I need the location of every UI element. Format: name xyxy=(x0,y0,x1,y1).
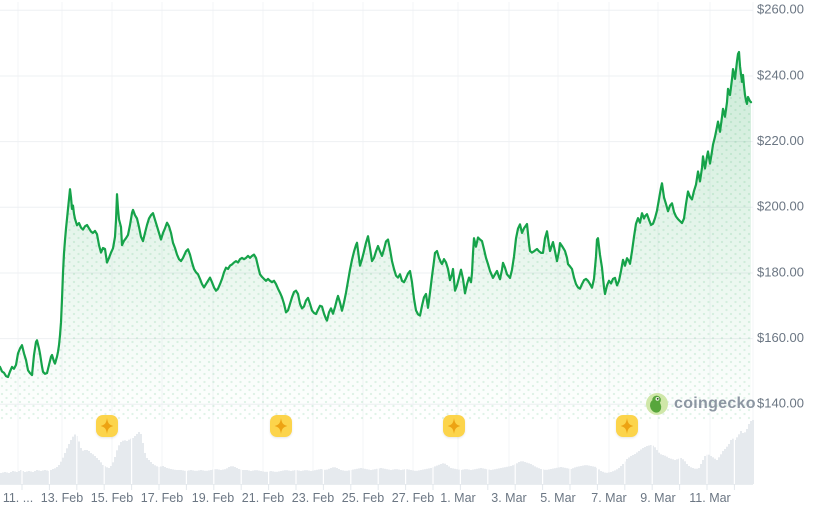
sparkle-star-icon xyxy=(620,418,634,434)
coingecko-wordmark: coingecko xyxy=(674,395,756,412)
x-axis-label: 17. Feb xyxy=(141,491,183,505)
x-axis-label: 25. Feb xyxy=(342,491,384,505)
x-axis-label: 15. Feb xyxy=(91,491,133,505)
event-badge[interactable] xyxy=(96,415,118,437)
y-axis-label: $240.00 xyxy=(757,67,804,82)
x-axis-label: 9. Mar xyxy=(640,491,675,505)
event-badge[interactable] xyxy=(616,415,638,437)
coingecko-watermark[interactable]: coingecko xyxy=(646,392,756,416)
y-axis-label: $260.00 xyxy=(757,2,804,17)
x-axis-label: 11. Mar xyxy=(689,491,730,505)
y-axis-label: $180.00 xyxy=(757,264,804,279)
sparkle-star-icon xyxy=(274,418,288,434)
price-line-series xyxy=(0,50,753,379)
event-badge[interactable] xyxy=(443,415,465,437)
x-axis-label: 19. Feb xyxy=(192,491,234,505)
event-badge[interactable] xyxy=(270,415,292,437)
x-axis-label: 23. Feb xyxy=(292,491,334,505)
price-area-dot-pattern xyxy=(0,52,751,420)
x-axis-label: 21. Feb xyxy=(242,491,284,505)
y-axis-label: $220.00 xyxy=(757,133,804,148)
sparkle-star-icon xyxy=(447,418,461,434)
x-axis-label: 11. ... xyxy=(3,491,33,505)
x-axis-label: 3. Mar xyxy=(491,491,526,505)
sparkle-star-icon xyxy=(100,418,114,434)
x-axis-label: 7. Mar xyxy=(591,491,626,505)
y-axis-label: $200.00 xyxy=(757,199,804,214)
x-axis-label: 5. Mar xyxy=(540,491,575,505)
x-axis-label: 13. Feb xyxy=(41,491,83,505)
x-axis-label: 27. Feb xyxy=(392,491,434,505)
y-axis-label: $140.00 xyxy=(757,396,804,411)
coingecko-logo-icon xyxy=(646,393,668,415)
y-axis-label: $160.00 xyxy=(757,330,804,345)
x-axis-label: 1. Mar xyxy=(440,491,475,505)
